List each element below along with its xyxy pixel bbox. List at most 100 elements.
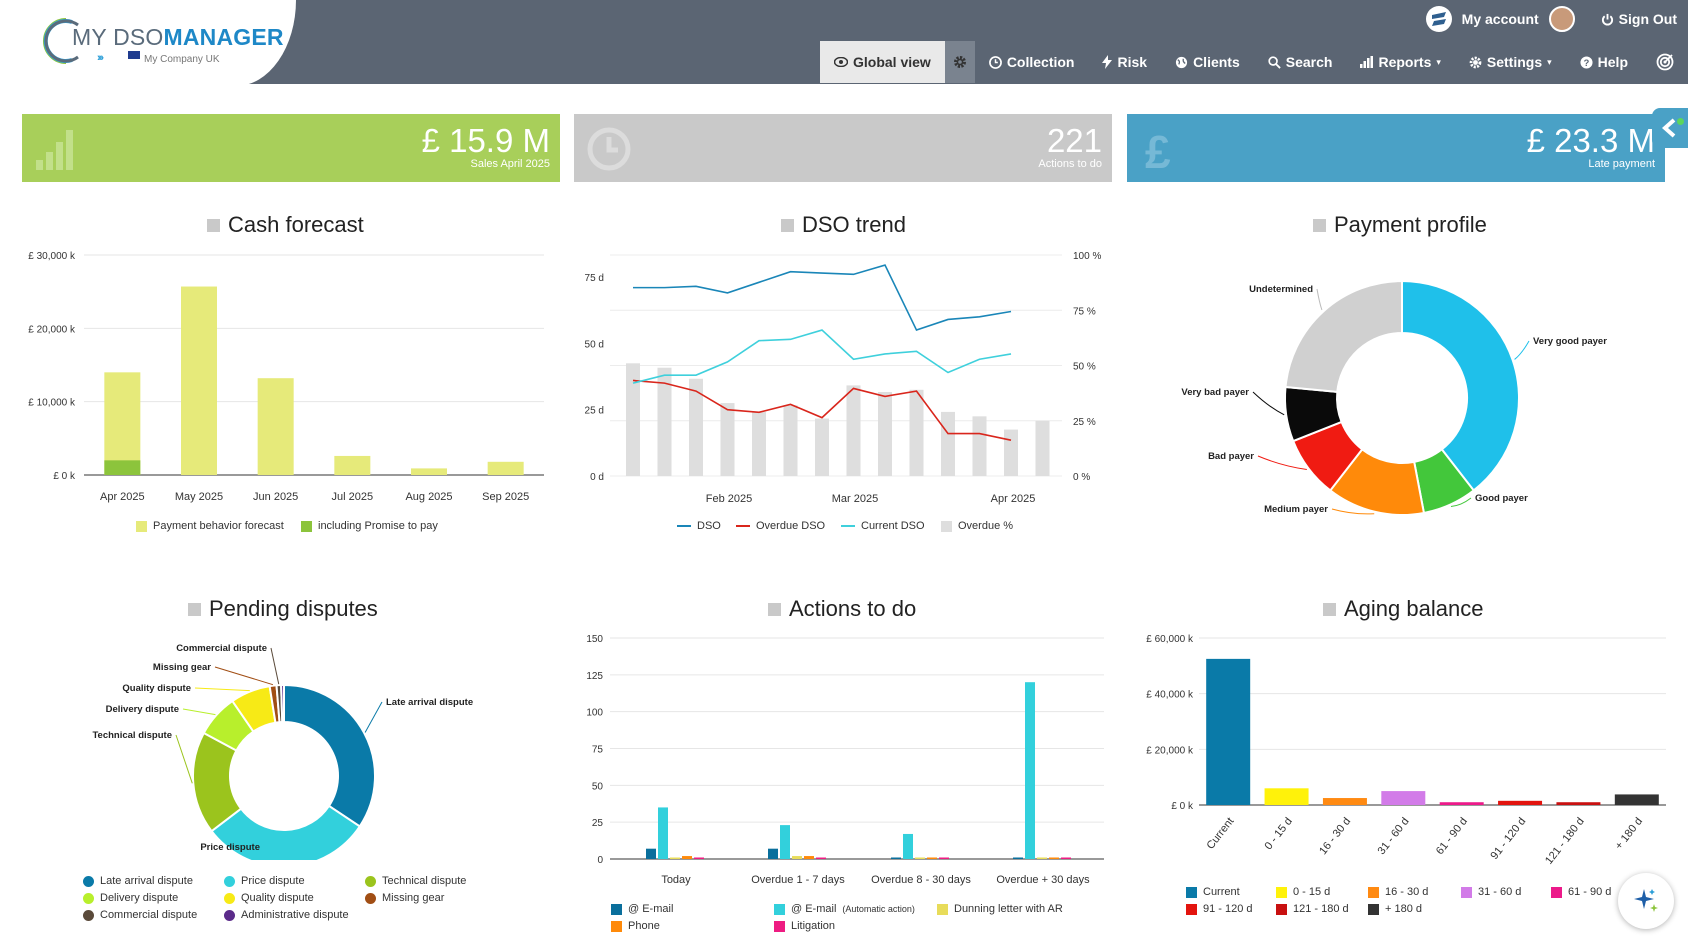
legend-label: Payment behavior forecast [153,520,284,532]
logo[interactable]: MY DSOMANAGER ››› My Company UK [0,0,296,86]
legend-email[interactable]: @ E-mail [611,903,673,915]
my-account-link[interactable]: My account [1461,11,1539,27]
avatar[interactable] [1548,6,1575,32]
cog-icon [1469,56,1482,68]
y-tick-label: 75 [592,745,604,756]
x-tick-label: Current [1205,815,1237,851]
x-tick-label: 91 - 120 d [1488,815,1528,861]
legend-promise-to-pay[interactable]: including Promise to pay [301,520,438,532]
legend-swatch [1186,886,1197,898]
slice-label: Late arrival dispute [386,697,473,708]
legend-price[interactable]: Price dispute [224,875,305,887]
x-tick-label: 121 - 180 d [1543,815,1587,865]
legend-dso[interactable]: DSO [677,520,721,532]
sign-out-label: Sign Out [1618,11,1677,27]
aging-bar [1498,800,1543,805]
legend-phone[interactable]: Phone [611,920,660,932]
legend-label: Price dispute [241,875,305,887]
actions-to-do-title-text: Actions to do [789,596,917,621]
x-tick-label: Today [661,874,691,886]
legend-aging-31-60[interactable]: 31 - 60 d [1461,886,1521,898]
legend-aging-current[interactable]: Current [1186,886,1240,898]
legend-current-dso[interactable]: Current DSO [841,520,925,532]
cash-bar [334,455,371,475]
side-panel-toggle[interactable] [1652,108,1688,148]
nav-global-view[interactable]: Global view [820,41,945,83]
nav-help[interactable]: ? Help [1566,41,1642,83]
kpi-late-payment[interactable]: £ £ 23.3 M Late payment [1127,114,1665,182]
nav-collection[interactable]: Collection [975,41,1089,83]
action-bar [658,807,668,859]
overdue-pct-bar [941,411,955,476]
legend-aging-16-30[interactable]: 16 - 30 d [1368,886,1428,898]
overdue-pct-bar [972,416,987,476]
action-bar [792,856,802,859]
connector-line [263,846,279,860]
legend-label: Missing gear [382,892,445,904]
legend-email-auto[interactable]: @ E-mail (Automatic action) [774,903,915,915]
connector-line [364,701,383,733]
slice-label: Medium payer [1264,504,1328,515]
slice-label: Technical dispute [92,730,172,741]
cash-bar [487,461,524,475]
search-icon [1268,55,1281,69]
action-bar [1025,682,1035,859]
legend-dot [83,875,94,887]
nav-target[interactable] [1642,41,1688,83]
y-tick-label: 25 d [585,406,604,417]
legend-dot [83,909,94,921]
kpi-sales-label: Sales April 2025 [470,158,551,170]
legend-delivery[interactable]: Delivery dispute [83,892,178,904]
legend-late-arrival[interactable]: Late arrival dispute [83,875,193,887]
nav-clients[interactable]: Clients [1161,41,1254,83]
y-tick-label: 75 d [585,273,604,284]
action-bar [1049,857,1059,859]
legend-aging-0-15[interactable]: 0 - 15 d [1276,886,1330,898]
legend-administrative[interactable]: Administrative dispute [224,909,349,921]
kpi-sales[interactable]: £ 15.9 M Sales April 2025 [22,114,560,182]
aging-balance-chart: £ 0 k £ 20,000 k £ 40,000 k £ 60,000 k Curre… [1146,634,1666,865]
x-tick-label: Overdue 8 - 30 days [871,874,971,886]
legend-aging-91-120[interactable]: 91 - 120 d [1186,903,1253,915]
legend-line [677,525,691,527]
action-bar [1037,857,1047,859]
legend-aging-121-180[interactable]: 121 - 180 d [1276,903,1349,915]
y-tick-label: £ 20,000 k [1146,745,1194,756]
legend-missing-gear[interactable]: Missing gear [365,892,444,904]
legend-label: @ E-mail [791,903,837,915]
legend-overdue-pct[interactable]: Overdue % [941,520,1013,532]
legend-label: @ E-mail [628,903,674,915]
nav-risk[interactable]: Risk [1088,41,1161,83]
y-tick-label: 100 [586,708,603,719]
nav-settings-gear[interactable] [944,41,975,83]
legend-dot [365,875,376,887]
nav-reports[interactable]: Reports ▾ [1346,41,1454,83]
legend-label: Administrative dispute [241,909,349,921]
kpi-actions[interactable]: 221 Actions to do [574,114,1112,182]
slice-label: Very bad payer [1181,387,1249,398]
ai-assistant-button[interactable] [1618,873,1674,929]
nav-settings[interactable]: Settings ▾ [1455,41,1566,83]
legend-technical[interactable]: Technical dispute [365,875,466,887]
legend-label: 31 - 60 d [1478,886,1522,898]
legend-commercial[interactable]: Commercial dispute [83,909,197,921]
kpi-late-value: £ 23.3 M [1526,122,1655,159]
legend-aging-61-90[interactable]: 61 - 90 d [1551,886,1611,898]
legend-aging-180plus[interactable]: + 180 d [1368,903,1422,915]
overdue-pct-bar [815,418,829,476]
legend-payment-behavior[interactable]: Payment behavior forecast [136,520,284,532]
legend-litigation[interactable]: Litigation [774,920,835,932]
signal-bars-icon [36,130,73,170]
legend-overdue-dso[interactable]: Overdue DSO [736,520,825,532]
legend-quality[interactable]: Quality dispute [224,892,314,904]
nav-search[interactable]: Search [1254,41,1347,83]
action-bar [903,833,913,859]
legend-label: including Promise to pay [318,520,438,532]
nav-risk-label: Risk [1117,54,1148,70]
connector-line [1257,455,1307,470]
legend-dot [224,875,235,887]
connector-line [1316,288,1323,311]
y-tick-label: £ 40,000 k [1146,690,1194,701]
sign-out-button[interactable]: Sign Out [1601,11,1677,27]
legend-dunning[interactable]: Dunning letter with AR [937,903,1063,915]
